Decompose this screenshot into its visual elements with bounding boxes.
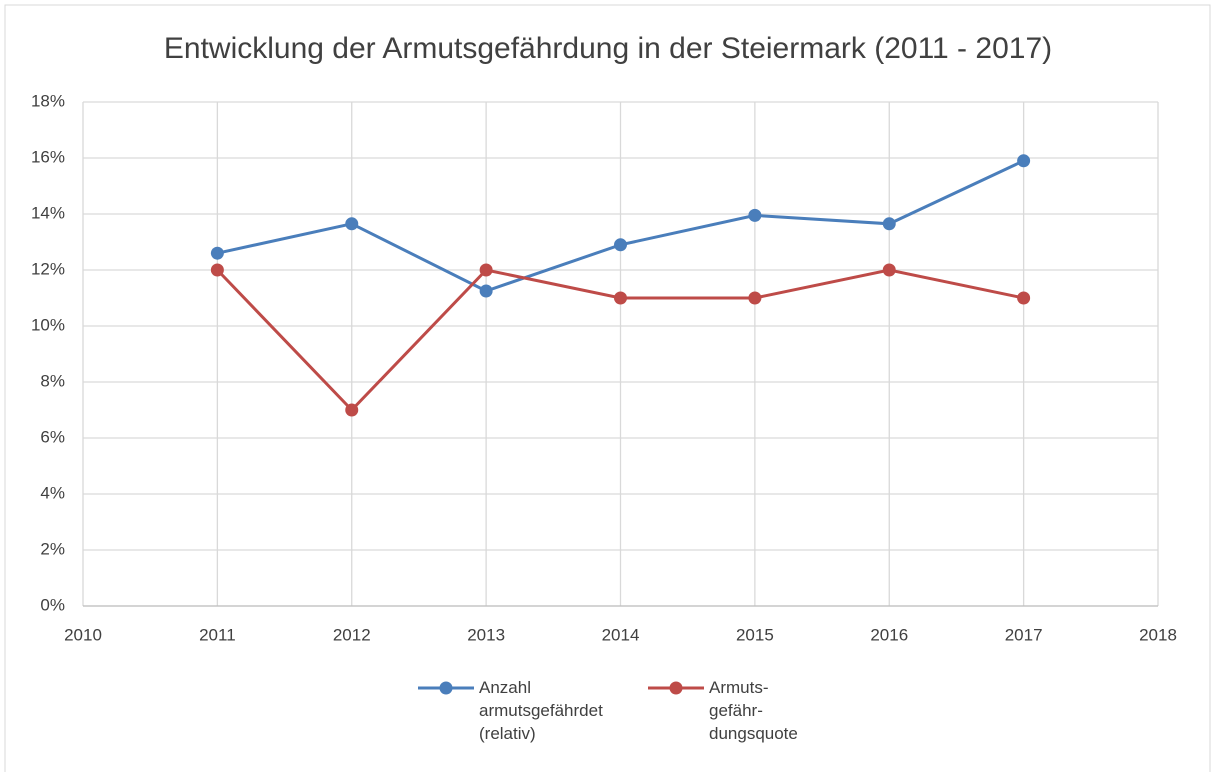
data-point bbox=[1017, 291, 1031, 305]
y-tick-label: 14% bbox=[31, 203, 65, 222]
legend-entry: Anzahl armutsgefährdet (relativ) bbox=[479, 678, 603, 743]
data-point bbox=[345, 217, 359, 231]
x-tick-label: 2016 bbox=[870, 625, 908, 644]
x-tick-label: 2017 bbox=[1005, 625, 1043, 644]
data-point bbox=[479, 263, 493, 277]
data-point bbox=[882, 217, 896, 231]
data-point bbox=[210, 263, 224, 277]
legend-label: Anzahl armutsgefährdet (relativ) bbox=[479, 678, 603, 743]
x-tick-label: 2010 bbox=[64, 625, 102, 644]
data-point bbox=[1017, 154, 1031, 168]
x-tick-label: 2012 bbox=[333, 625, 371, 644]
y-tick-label: 16% bbox=[31, 147, 65, 166]
data-point bbox=[748, 208, 762, 222]
y-tick-label: 2% bbox=[40, 539, 65, 558]
y-tick-label: 0% bbox=[40, 595, 65, 614]
x-tick-label: 2011 bbox=[199, 625, 236, 644]
x-tick-label: 2013 bbox=[467, 625, 505, 644]
data-point bbox=[748, 291, 762, 305]
data-point bbox=[882, 263, 896, 277]
data-point bbox=[210, 246, 224, 260]
y-tick-label: 10% bbox=[31, 315, 65, 334]
legend-marker bbox=[669, 681, 683, 695]
legend-marker bbox=[439, 681, 453, 695]
y-tick-label: 18% bbox=[31, 91, 65, 110]
chart-frame bbox=[4, 4, 1211, 772]
y-tick-label: 4% bbox=[40, 483, 65, 502]
legend-label: Armuts-gefähr-dungsquote bbox=[709, 678, 798, 743]
chart-title: Entwicklung der Armutsgefährdung in der … bbox=[164, 32, 1052, 65]
legend-entry: Armuts-gefähr-dungsquote bbox=[709, 678, 798, 743]
y-tick-label: 8% bbox=[40, 371, 65, 390]
y-tick-label: 6% bbox=[40, 427, 65, 446]
y-tick-label: 12% bbox=[31, 259, 65, 278]
data-point bbox=[345, 403, 359, 417]
data-point bbox=[614, 238, 627, 252]
x-tick-label: 2015 bbox=[736, 625, 774, 644]
data-point bbox=[614, 291, 627, 305]
x-tick-label: 2018 bbox=[1139, 625, 1177, 644]
data-point bbox=[479, 284, 493, 298]
x-tick-label: 2014 bbox=[602, 625, 640, 644]
